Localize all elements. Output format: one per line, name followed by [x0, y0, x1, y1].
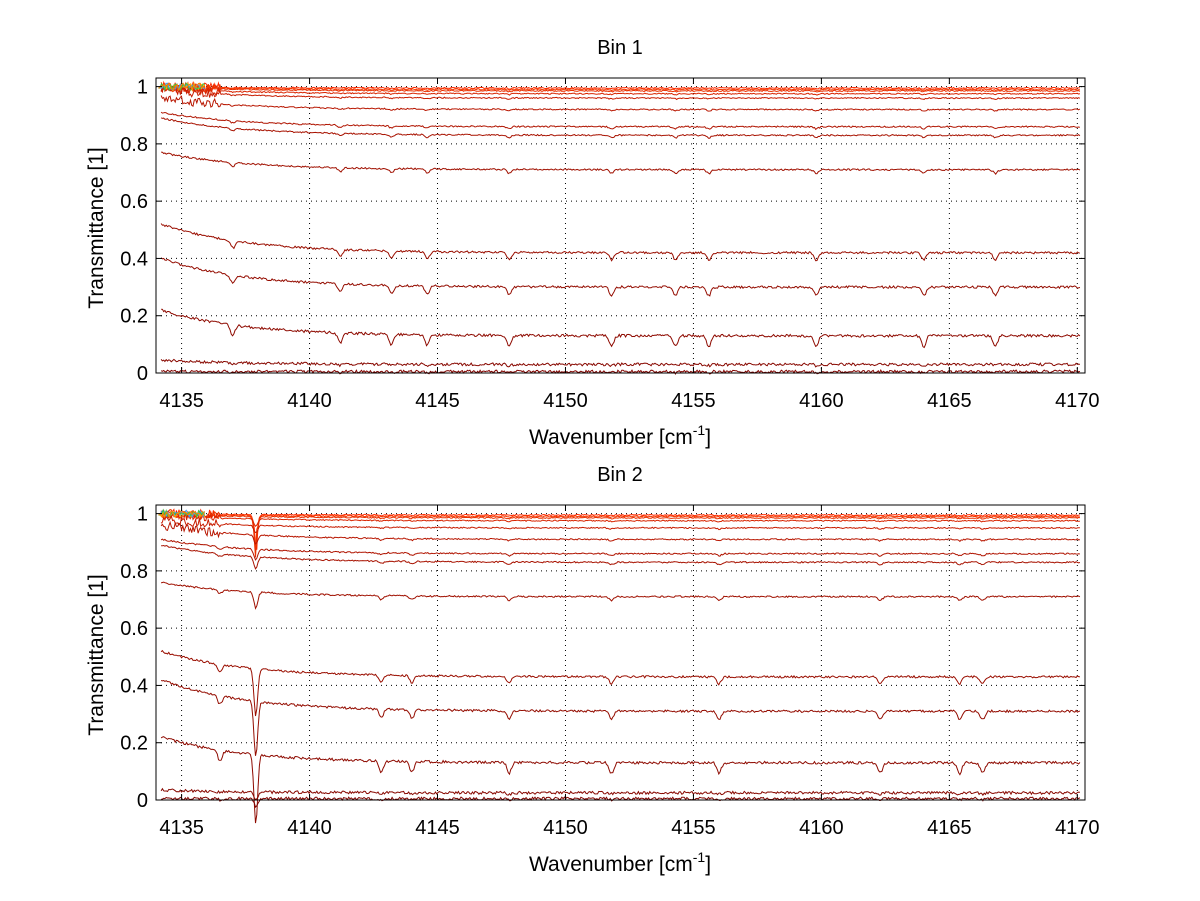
y-ticks: 0 0.2 0.4 0.6 0.8 1 [120, 504, 1085, 812]
y-tick-label: 0.4 [120, 248, 148, 270]
series-line [160, 510, 1080, 551]
series-line [160, 80, 1080, 94]
series-line [160, 581, 1081, 610]
grid [156, 505, 1085, 800]
grid [156, 78, 1085, 373]
x-tick-label: 4165 [927, 390, 972, 412]
x-axis-label-superscript: -1 [693, 849, 706, 865]
y-tick-label: 1 [137, 504, 148, 526]
x-tick-label: 4155 [671, 817, 716, 839]
x-axis-label-text: Wavenumber [cm [529, 426, 693, 449]
y-ticks: 0 0.2 0.4 0.6 0.8 1 [120, 77, 1085, 385]
x-axis-label-end: ] [705, 426, 711, 449]
chart-panel-bin-1: Bin 1 4135 4140 4145 4150 4155 4160 4165 4170 0… [85, 37, 1100, 449]
series-line [161, 308, 1081, 349]
x-ticks: 4135 4140 4145 4150 4155 4160 4165 4170 [159, 505, 1100, 839]
series-line-accent [158, 82, 205, 92]
x-tick-label: 4145 [415, 390, 460, 412]
x-axis-label-text: Wavenumber [cm [529, 853, 693, 876]
series-line [160, 538, 1080, 561]
chart-panel-bin-2: Bin 2 4135 4140 4145 4150 4155 4160 4165 4170 0… [85, 464, 1100, 876]
y-tick-label: 0.8 [120, 134, 148, 156]
x-ticks: 4135 4140 4145 4150 4155 4160 4165 4170 [159, 78, 1100, 412]
series-line [160, 787, 1080, 801]
series-line [161, 151, 1081, 176]
series-line [160, 796, 1081, 809]
x-tick-label: 4155 [671, 390, 716, 412]
series-line [160, 80, 1080, 94]
x-tick-label: 4170 [1055, 390, 1100, 412]
series-group [158, 508, 1081, 824]
series-line-accent [158, 508, 206, 519]
series-line [160, 736, 1081, 824]
y-axis-label: Transmittance [1] [85, 574, 108, 735]
y-tick-label: 0.6 [120, 191, 148, 213]
series-line [160, 84, 1081, 101]
series-line-accent [158, 81, 205, 92]
x-tick-label: 4150 [543, 817, 588, 839]
x-axis-label-superscript: -1 [693, 422, 706, 438]
series-line [160, 81, 1081, 93]
y-tick-label: 0 [137, 790, 148, 812]
axes-frame [155, 504, 1086, 801]
x-tick-label: 4160 [799, 817, 844, 839]
series-line [160, 511, 1080, 527]
x-tick-label: 4170 [1055, 817, 1100, 839]
series-line [160, 223, 1081, 262]
series-line [160, 679, 1081, 756]
x-tick-label: 4165 [927, 817, 972, 839]
y-axis-label: Transmittance [1] [85, 147, 108, 308]
x-axis-label-end: ] [705, 853, 711, 876]
series-line [160, 649, 1081, 717]
x-tick-label: 4135 [159, 817, 204, 839]
y-tick-label: 0.4 [120, 675, 148, 697]
x-axis-label: Wavenumber [cm-1] [529, 422, 711, 449]
axes-frame [155, 77, 1086, 374]
series-line [160, 520, 1081, 545]
x-tick-label: 4145 [415, 817, 460, 839]
series-line [160, 257, 1081, 297]
series-line [160, 508, 1081, 550]
series-line [160, 514, 1080, 534]
x-axis-label: Wavenumber [cm-1] [529, 849, 711, 876]
series-line [160, 111, 1081, 131]
chart-title: Bin 2 [597, 464, 643, 486]
x-tick-label: 4140 [287, 390, 332, 412]
x-tick-label: 4150 [543, 390, 588, 412]
series-group [158, 80, 1081, 376]
y-tick-label: 0.6 [120, 618, 148, 640]
series-line [160, 83, 1081, 97]
y-tick-label: 0.2 [120, 733, 148, 755]
x-tick-label: 4160 [799, 390, 844, 412]
x-tick-label: 4135 [159, 390, 204, 412]
y-tick-label: 1 [137, 77, 148, 99]
chart-title: Bin 1 [597, 37, 643, 59]
series-line [160, 117, 1081, 139]
y-tick-label: 0.2 [120, 306, 148, 328]
y-tick-label: 0 [137, 363, 148, 385]
series-line [160, 509, 1081, 558]
series-line [160, 95, 1081, 112]
x-tick-label: 4140 [287, 817, 332, 839]
series-line [161, 544, 1081, 570]
series-line [160, 358, 1081, 368]
y-tick-label: 0.8 [120, 561, 148, 583]
